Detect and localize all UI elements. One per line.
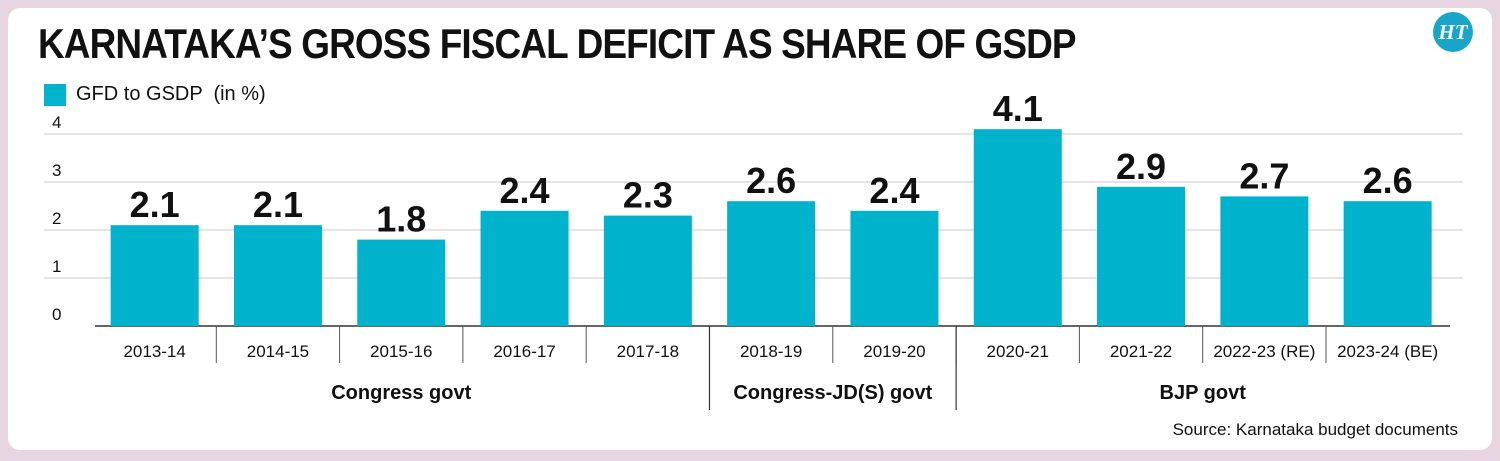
y-tick-label: 2 — [52, 209, 61, 228]
bar — [1097, 186, 1186, 326]
legend-swatch — [44, 83, 66, 106]
category-label: 2013-14 — [123, 342, 185, 361]
bar — [110, 225, 199, 326]
y-tick-label: 0 — [52, 305, 61, 324]
category-label: 2023-24 (BE) — [1337, 342, 1438, 361]
bar — [233, 225, 322, 326]
bar-value-label: 2.1 — [253, 184, 303, 225]
bar-value-label: 2.7 — [1239, 155, 1289, 196]
chart-title: KARNATAKA’S GROSS FISCAL DEFICIT AS SHAR… — [38, 20, 1077, 67]
bar — [973, 129, 1062, 326]
category-label: 2020-21 — [987, 342, 1049, 361]
bar — [850, 210, 939, 326]
y-tick-label: 1 — [52, 257, 61, 276]
legend: GFD to GSDP (in %) — [44, 83, 266, 106]
bar — [480, 210, 569, 326]
bar-value-label: 2.6 — [1363, 160, 1413, 201]
bar-value-label: 2.1 — [130, 184, 180, 225]
category-label: 2022-23 (RE) — [1213, 342, 1315, 361]
bar — [1343, 201, 1432, 326]
group-label: BJP govt — [1160, 382, 1247, 404]
group-label: Congress-JD(S) govt — [733, 382, 932, 404]
category-label: 2017-18 — [617, 342, 679, 361]
category-label: 2018-19 — [740, 342, 802, 361]
bar-value-label: 2.4 — [500, 170, 550, 211]
legend-label: GFD to GSDP (in %) — [76, 83, 266, 105]
category-label: 2016-17 — [493, 342, 555, 361]
bar — [727, 201, 816, 326]
category-label: 2021-22 — [1110, 342, 1172, 361]
bar-value-label: 2.4 — [869, 170, 919, 211]
source-note: Source: Karnataka budget documents — [1172, 420, 1458, 439]
bar-value-label: 1.8 — [376, 199, 426, 240]
bar-value-label: 4.1 — [993, 88, 1043, 129]
bar — [603, 215, 692, 326]
category-label: 2014-15 — [247, 342, 309, 361]
bar-value-label: 2.9 — [1116, 146, 1166, 187]
category-label: 2019-20 — [863, 342, 925, 361]
ht-logo: HT — [1433, 12, 1473, 52]
bar-value-label: 2.6 — [746, 160, 796, 201]
bar-value-label: 2.3 — [623, 175, 673, 216]
bar — [1220, 196, 1309, 326]
bar — [357, 239, 446, 326]
group-label: Congress govt — [331, 382, 471, 404]
category-label: 2015-16 — [370, 342, 432, 361]
y-tick-label: 4 — [52, 113, 61, 132]
y-tick-label: 3 — [52, 161, 61, 180]
